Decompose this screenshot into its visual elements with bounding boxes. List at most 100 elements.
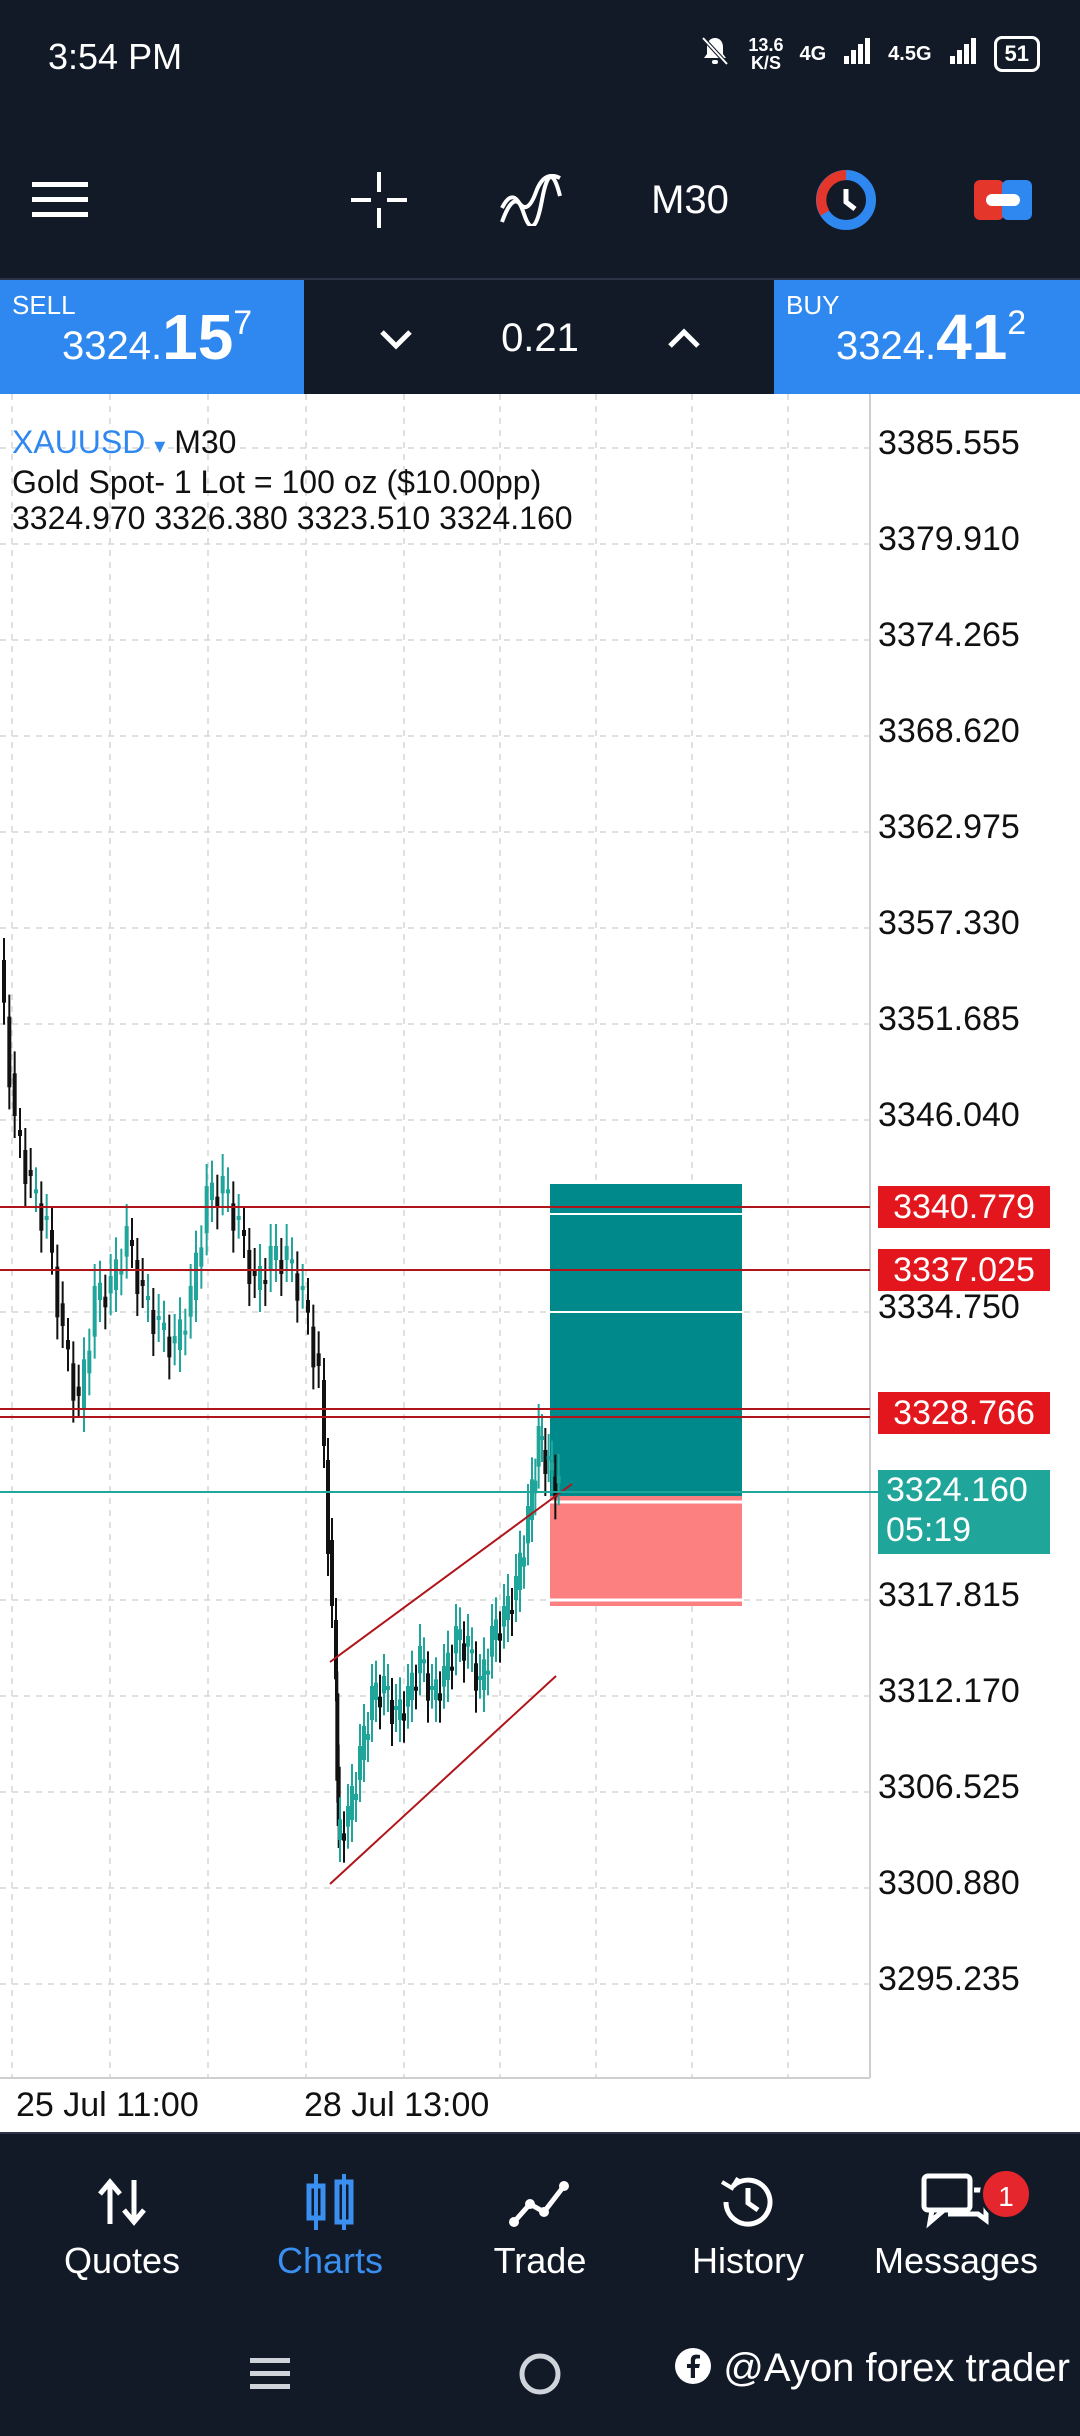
candle-body (540, 1436, 544, 1440)
candle-body (490, 1626, 494, 1657)
chart-toolbar: M30 (0, 120, 1080, 278)
candle-body (410, 1672, 414, 1700)
candle-body (362, 1726, 366, 1760)
candle-body (268, 1246, 273, 1270)
candle-body (418, 1646, 422, 1674)
candle-body (295, 1273, 300, 1301)
candle-body (338, 1819, 342, 1840)
candle-body (23, 1150, 28, 1184)
candle-body (2, 960, 6, 1003)
candle-body (151, 1310, 156, 1334)
candle-body (108, 1276, 113, 1294)
candle-body (322, 1380, 326, 1446)
nav-charts[interactable]: Charts (230, 2164, 430, 2304)
level-tag[interactable]: 3337.025 (878, 1249, 1050, 1291)
candle-body (470, 1649, 474, 1654)
lot-decrease-chevron-down-icon[interactable] (366, 308, 426, 368)
crosshair-icon[interactable] (344, 160, 414, 240)
price-scale-label: 3368.620 (878, 712, 1020, 750)
current-price-tag: 3324.160 05:19 (878, 1470, 1050, 1554)
candle-body (543, 1450, 548, 1474)
chart-timeframe: M30 (174, 424, 237, 460)
candle-body (474, 1663, 478, 1691)
price-scale-label: 3334.750 (878, 1288, 1020, 1326)
price-scale-label: 3306.525 (878, 1768, 1020, 1806)
chart-info: XAUUSD ▾ M30 Gold Spot- 1 Lot = 100 oz (… (12, 424, 573, 536)
candle-body (316, 1353, 321, 1366)
history-icon (716, 2164, 780, 2240)
candle-body (172, 1336, 177, 1344)
candle-body (438, 1693, 442, 1701)
candle-body (39, 1203, 44, 1231)
nav-history[interactable]: History (648, 2164, 848, 2304)
nav-messages[interactable]: Messages 1 (856, 2164, 1056, 2304)
candle-body (34, 1189, 38, 1194)
timeframe-button[interactable]: M30 (651, 177, 729, 222)
candle-body (252, 1270, 257, 1276)
candle-body (66, 1340, 70, 1350)
candle-body (446, 1652, 450, 1680)
buy-label: BUY (786, 290, 840, 320)
nav-trade[interactable]: Trade (440, 2164, 640, 2304)
mute-bell-icon (698, 34, 732, 74)
channel-upper-line (329, 1483, 573, 1663)
candle-body (510, 1610, 514, 1614)
candle-body (82, 1359, 86, 1410)
candle-body (231, 1203, 236, 1231)
trade-icon (508, 2164, 572, 2240)
candle-body (556, 1476, 561, 1484)
symbol-dropdown-icon[interactable]: ▾ (154, 433, 166, 458)
indicators-icon[interactable] (496, 160, 566, 240)
candle-body (430, 1686, 434, 1690)
home-icon[interactable] (516, 2350, 564, 2403)
candle-body (311, 1326, 316, 1368)
chart-canvas[interactable] (0, 394, 1080, 2132)
candle-body (526, 1506, 530, 1544)
stop-loss-zone (550, 1496, 742, 1606)
candle-body (354, 1794, 358, 1800)
candle-body (60, 1303, 65, 1326)
candle-body (290, 1259, 294, 1264)
price-scale-label: 3357.330 (878, 904, 1020, 942)
current-price: 3324.160 (886, 1471, 1028, 1509)
candle-body (284, 1246, 289, 1260)
candle-body (370, 1686, 374, 1720)
candle-body (394, 1706, 398, 1710)
candle-body (478, 1676, 482, 1680)
candle-body (330, 1540, 334, 1606)
lot-increase-chevron-up-icon[interactable] (654, 308, 714, 368)
candle-body (454, 1626, 458, 1654)
toggle-icon[interactable] (968, 160, 1038, 240)
status-time: 3:54 PM (48, 36, 183, 77)
level-tag[interactable]: 3328.766 (878, 1392, 1050, 1434)
charts-icon (302, 2164, 358, 2240)
price-chart[interactable]: XAUUSD ▾ M30 Gold Spot- 1 Lot = 100 oz (… (0, 394, 1080, 2132)
price-scale-label: 3312.170 (878, 1672, 1020, 1710)
buy-button[interactable]: BUY 3324.412 (774, 280, 1080, 396)
level-tag[interactable]: 3340.779 (878, 1186, 1050, 1228)
price-scale-label: 3385.555 (878, 424, 1020, 462)
candle-body (378, 1696, 382, 1708)
nav-quotes[interactable]: Quotes (22, 2164, 222, 2304)
sell-button[interactable]: SELL 3324.157 (0, 280, 304, 396)
status-bar: 3:54 PM 13.6 K/S 4G 4.5G 51 (0, 0, 1080, 120)
candle-body (204, 1186, 209, 1234)
signal-icon-2 (948, 36, 978, 72)
candle-body (119, 1270, 124, 1275)
chart-color-icon[interactable] (810, 160, 882, 240)
candle-body (486, 1670, 490, 1675)
candle-body (178, 1319, 182, 1350)
lot-size-value[interactable]: 0.21 (501, 316, 579, 360)
candle-body (306, 1300, 310, 1313)
candle-body (426, 1673, 430, 1701)
candle-body (215, 1196, 220, 1208)
symbol-name[interactable]: XAUUSD (12, 424, 146, 460)
candle-body (103, 1296, 108, 1308)
candle-body (458, 1629, 462, 1640)
candle-body (482, 1659, 486, 1690)
candle-body (258, 1266, 262, 1290)
menu-icon[interactable] (28, 160, 92, 240)
recents-icon[interactable] (248, 2352, 292, 2401)
candle-body (7, 1016, 12, 1088)
candle-body (406, 1686, 410, 1707)
